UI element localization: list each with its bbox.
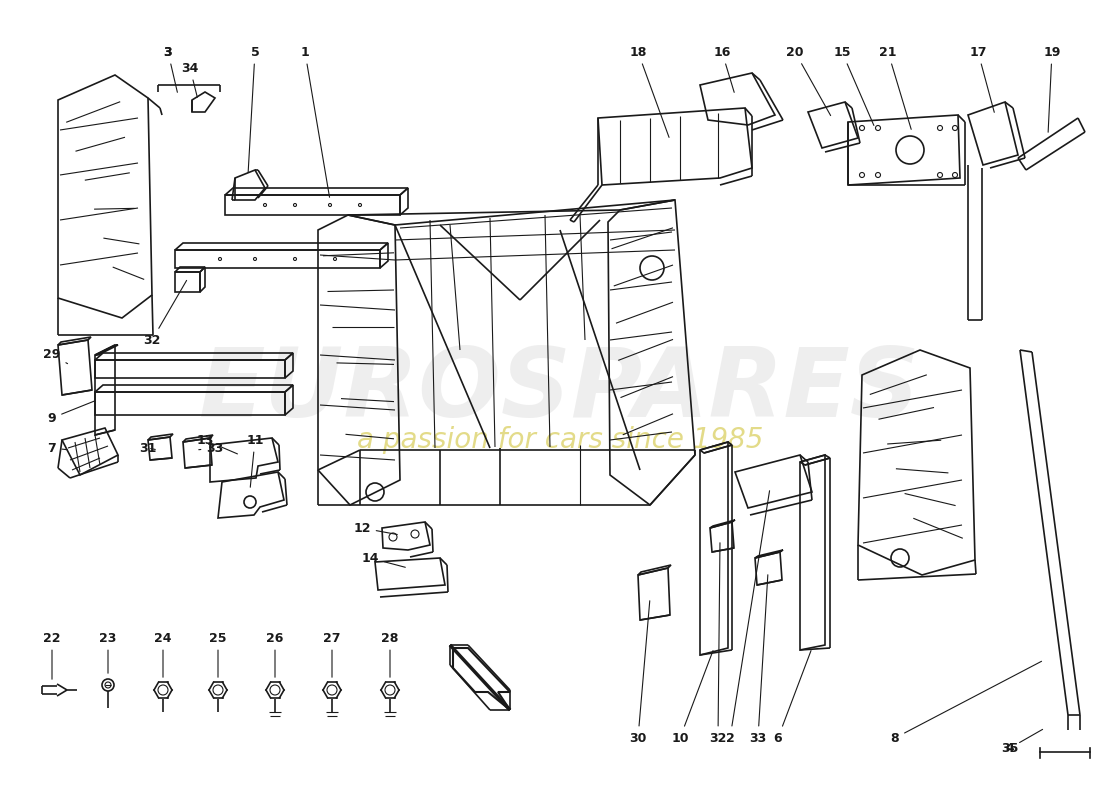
Text: 21: 21	[879, 46, 911, 130]
Text: 2: 2	[726, 490, 770, 745]
Text: a passion for cars since 1985: a passion for cars since 1985	[356, 426, 763, 454]
Text: 14: 14	[361, 551, 405, 567]
Text: 24: 24	[154, 631, 172, 678]
Text: 32: 32	[143, 281, 187, 346]
Text: 26: 26	[266, 631, 284, 678]
Text: 7: 7	[47, 442, 67, 454]
Text: 33: 33	[749, 574, 768, 745]
Text: 15: 15	[834, 46, 873, 126]
Text: 3: 3	[164, 46, 173, 58]
Text: 20: 20	[786, 46, 830, 115]
Text: 30: 30	[629, 601, 650, 745]
Text: 10: 10	[671, 650, 713, 745]
Text: 33: 33	[199, 442, 223, 454]
Text: 16: 16	[713, 46, 734, 92]
Text: 11: 11	[246, 434, 264, 487]
Text: 25: 25	[209, 631, 227, 678]
Text: 29: 29	[43, 349, 67, 364]
Text: 6: 6	[773, 650, 811, 745]
Text: 5: 5	[249, 46, 260, 172]
Text: 8: 8	[891, 662, 1042, 745]
Text: 35: 35	[1001, 742, 1019, 754]
Text: 31: 31	[140, 442, 156, 454]
Text: 34: 34	[182, 62, 199, 98]
Text: 27: 27	[323, 631, 341, 678]
Text: 32: 32	[710, 542, 727, 745]
Text: 4: 4	[1005, 730, 1043, 754]
Text: 19: 19	[1043, 46, 1060, 132]
Text: 9: 9	[47, 401, 95, 425]
Text: 22: 22	[43, 631, 60, 679]
Text: 17: 17	[969, 46, 994, 112]
Text: 1: 1	[300, 46, 330, 198]
Text: 18: 18	[629, 46, 669, 138]
Text: EUROSPARES: EUROSPARES	[199, 343, 921, 437]
Text: 3: 3	[164, 46, 177, 92]
Text: 28: 28	[382, 631, 398, 678]
Text: 23: 23	[99, 631, 117, 674]
Text: 13: 13	[196, 434, 238, 454]
Text: 12: 12	[353, 522, 397, 534]
